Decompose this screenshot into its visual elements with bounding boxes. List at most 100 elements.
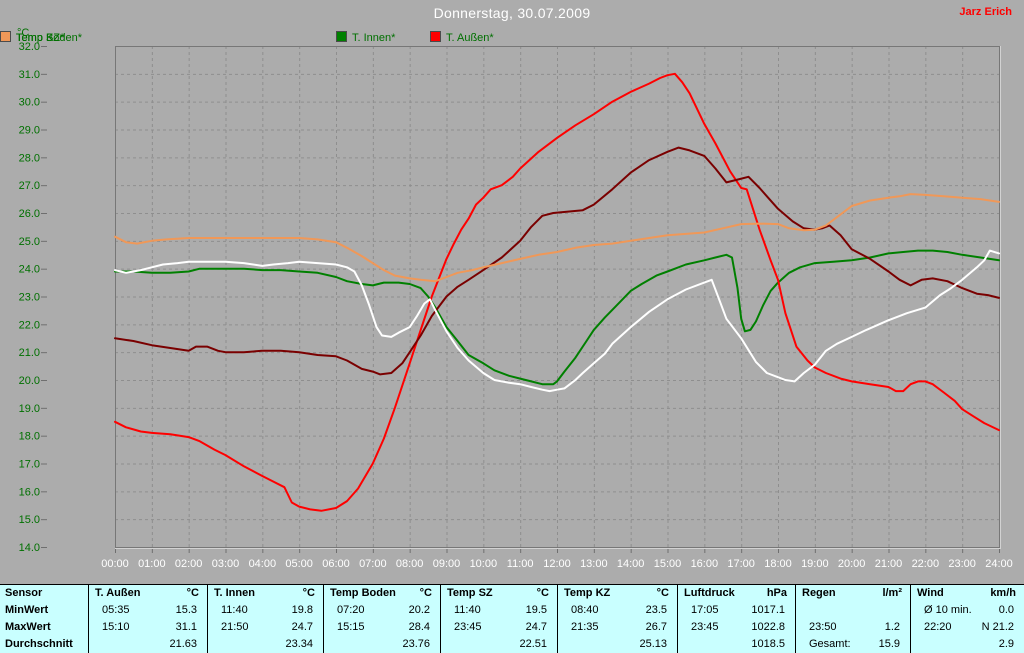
luftdruck-header-value: hPa (766, 587, 787, 599)
t-innen-header-label: T. Innen (214, 587, 255, 599)
series-line-t-innen (114, 249, 1000, 386)
y-tick-label: 25.0 (19, 236, 40, 248)
legend-swatch-t-aussen-icon (430, 31, 441, 42)
temp-kz-min-label: 08:40 (571, 604, 599, 616)
x-tick-label: 19:00 (801, 558, 829, 570)
t-au-en-min-value: 15.3 (175, 604, 197, 616)
x-tick-label: 15:00 (654, 558, 682, 570)
temp-kz-min: 08:40 23.5 (558, 602, 677, 619)
y-axis-unit-label: °C (17, 27, 30, 39)
x-tick-label: 10:00 (470, 558, 498, 570)
luftdruck-min: 17:05 1017.1 (678, 602, 795, 619)
t-innen-max: 21:50 24.7 (208, 619, 323, 636)
y-tick-label: 31.0 (19, 69, 40, 81)
t-au-en-max: 15:10 31.1 (89, 619, 207, 636)
temperature-chart: 14.0 15.0 16.0 17.0 18.0 19.0 20.0 21.0 22.0 23.0… (19, 41, 1013, 570)
wind-max-value: N 21.2 (981, 621, 1014, 633)
t-innen-max-label: 21:50 (221, 621, 249, 633)
y-tick-label: 18.0 (19, 431, 40, 443)
row-label-sensor-label: Sensor (5, 587, 43, 599)
luftdruck-header: Luftdruck hPa (678, 585, 795, 602)
y-tick-label: 23.0 (19, 292, 40, 304)
wind-header-label: Wind (917, 587, 944, 599)
regen-header: Regen l/m² (796, 585, 910, 602)
temp-kz-avg: 25.13 (558, 636, 677, 653)
x-tick-label: 12:00 (543, 558, 571, 570)
legend-label: T. Innen* (352, 32, 396, 44)
y-tick-label: 21.0 (19, 347, 40, 359)
legend-label: Temp Boden* (16, 32, 83, 44)
series-line-temp-kz (114, 193, 1000, 283)
sensor-statistics-table: Sensor MinWert MaxWert Durchschnitt T. Außen… (0, 584, 1024, 653)
y-tick-label: 22.0 (19, 319, 40, 331)
x-tick-label: 06:00 (322, 558, 350, 570)
t-innen-min-label: 11:40 (221, 604, 248, 616)
row-label-maxwert: MaxWert (0, 619, 88, 636)
temp-kz-avg-value: 25.13 (639, 638, 667, 650)
table-column-t-innen: T. Innen °C 11:40 19.8 21:50 24.7 23.34 (207, 585, 323, 653)
luftdruck-max: 23:45 1022.8 (678, 619, 795, 636)
temp-kz-max-value: 26.7 (645, 621, 667, 633)
x-tick-label: 14:00 (617, 558, 645, 570)
temp-boden-header-label: Temp Boden (330, 587, 396, 599)
y-tick-label: 19.0 (19, 403, 40, 415)
y-tick-label: 30.0 (19, 97, 40, 109)
regen-header-value: l/m² (882, 587, 902, 599)
temp-kz-max-label: 21:35 (571, 621, 599, 633)
temp-kz-header-label: Temp KZ (564, 587, 611, 599)
row-label-sensor: Sensor (0, 585, 88, 602)
temp-kz-header-value: °C (656, 587, 669, 599)
table-column-t-au-en: T. Außen °C 05:35 15.3 15:10 31.1 21.63 (88, 585, 207, 653)
legend-label: Temp SZ* (16, 32, 65, 44)
regen-avg-value: 15.9 (878, 638, 900, 650)
regen-min (796, 602, 910, 619)
temp-boden-max-label: 15:15 (337, 621, 365, 633)
table-column-luftdruck: Luftdruck hPa 17:05 1017.1 23:45 1022.8 1018.5 (677, 585, 795, 653)
wind-min: Ø 10 min. 0.0 (911, 602, 1024, 619)
t-innen-avg: 23.34 (208, 636, 323, 653)
t-innen-header-value: °C (302, 587, 315, 599)
luftdruck-max-label: 23:45 (691, 621, 719, 633)
legend-swatch-temp-kz-icon (0, 31, 11, 42)
temp-boden-avg: 23.76 (324, 636, 440, 653)
table-column-temp-sz: Temp SZ °C 11:40 19.5 23:45 24.7 22.51 (440, 585, 557, 653)
t-au-en-min: 05:35 15.3 (89, 602, 207, 619)
t-au-en-header-value: °C (186, 587, 199, 599)
legend-item-t-innen: T. Innen* (336, 28, 395, 44)
t-au-en-header: T. Außen °C (89, 585, 207, 602)
x-tick-label: 24:00 (985, 558, 1013, 570)
t-innen-max-value: 24.7 (291, 621, 313, 633)
x-tick-label: 17:00 (727, 558, 755, 570)
t-innen-header: T. Innen °C (208, 585, 323, 602)
temp-sz-min: 11:40 19.5 (441, 602, 557, 619)
wind-min-label: Ø 10 min. (924, 604, 972, 616)
row-label-minwert: MinWert (0, 602, 88, 619)
t-innen-avg-value: 23.34 (285, 638, 313, 650)
x-tick-label: 21:00 (875, 558, 903, 570)
y-tick-label: 15.0 (19, 514, 40, 526)
x-tick-label: 09:00 (433, 558, 461, 570)
luftdruck-avg: 1018.5 (678, 636, 795, 653)
temp-kz-header: Temp KZ °C (558, 585, 677, 602)
temp-boden-header-value: °C (419, 587, 432, 599)
wind-max-label: 22:20 (924, 621, 952, 633)
wind-header-value: km/h (990, 587, 1016, 599)
temp-boden-min-value: 20.2 (408, 604, 430, 616)
t-au-en-avg-value: 21.63 (169, 638, 197, 650)
regen-avg: Gesamt: 15.9 (796, 636, 910, 653)
wind-max: 22:20 N 21.2 (911, 619, 1024, 636)
x-tick-label: 23:00 (948, 558, 976, 570)
t-au-en-avg: 21.63 (89, 636, 207, 653)
table-column-temp-kz: Temp KZ °C 08:40 23.5 21:35 26.7 25.13 (557, 585, 677, 653)
x-tick-label: 13:00 (580, 558, 608, 570)
temp-boden-avg-value: 23.76 (402, 638, 430, 650)
author-label: Jarz Erich (959, 6, 1012, 18)
y-tick-label: 26.0 (19, 208, 40, 220)
t-au-en-min-label: 05:35 (102, 604, 130, 616)
legend-item-temp-kz: Temp KZ* (0, 28, 64, 44)
temp-sz-header-value: °C (536, 587, 549, 599)
y-tick-label: 20.0 (19, 375, 40, 387)
legend-swatch-t-innen-icon (336, 31, 347, 42)
t-au-en-header-label: T. Außen (95, 587, 141, 599)
x-tick-label: 04:00 (249, 558, 277, 570)
